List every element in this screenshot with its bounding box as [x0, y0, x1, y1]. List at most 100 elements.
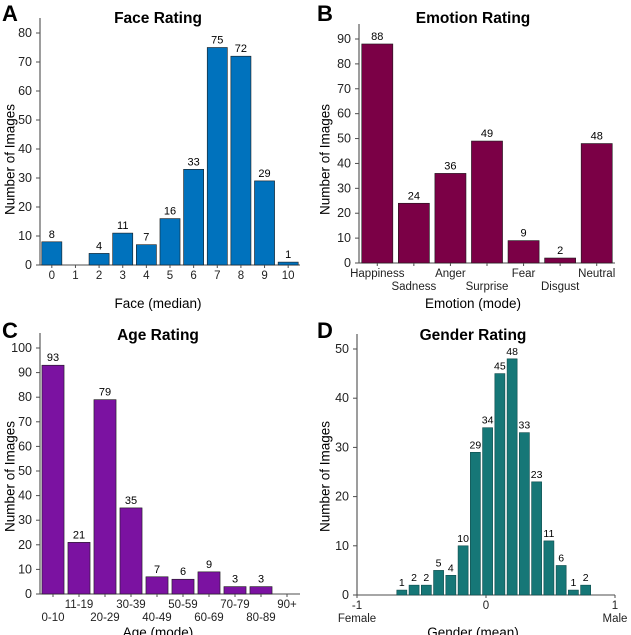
- svg-text:70: 70: [18, 415, 32, 429]
- svg-text:Female: Female: [338, 613, 376, 625]
- svg-text:2: 2: [423, 572, 429, 584]
- svg-text:Disgust: Disgust: [541, 281, 580, 293]
- svg-text:8: 8: [49, 229, 55, 241]
- svg-text:9: 9: [206, 559, 212, 571]
- svg-text:93: 93: [47, 352, 59, 364]
- svg-text:88: 88: [371, 31, 383, 43]
- svg-text:40: 40: [335, 391, 349, 405]
- svg-text:Fear: Fear: [512, 268, 536, 280]
- svg-text:0: 0: [25, 258, 32, 272]
- svg-text:45: 45: [494, 361, 506, 373]
- svg-text:60: 60: [18, 84, 32, 98]
- svg-text:1: 1: [570, 577, 576, 589]
- svg-text:29: 29: [258, 168, 270, 180]
- svg-text:20: 20: [18, 538, 32, 552]
- svg-text:10: 10: [335, 539, 349, 553]
- svg-text:70: 70: [18, 55, 32, 69]
- svg-text:4: 4: [143, 270, 150, 282]
- svg-text:2: 2: [557, 245, 563, 257]
- svg-text:33: 33: [188, 156, 200, 168]
- svg-text:70-79: 70-79: [220, 599, 249, 611]
- svg-text:Neutral: Neutral: [578, 268, 615, 280]
- svg-text:10: 10: [457, 533, 469, 545]
- svg-text:20-29: 20-29: [90, 612, 119, 624]
- svg-text:60: 60: [337, 107, 351, 121]
- svg-text:6: 6: [180, 566, 186, 578]
- svg-text:2: 2: [411, 572, 417, 584]
- svg-text:10: 10: [282, 270, 295, 282]
- svg-text:0: 0: [483, 600, 489, 612]
- svg-text:30: 30: [18, 513, 32, 527]
- svg-text:70: 70: [337, 82, 351, 96]
- svg-text:11: 11: [117, 220, 128, 232]
- svg-text:50: 50: [18, 464, 32, 478]
- svg-text:10: 10: [18, 229, 32, 243]
- svg-text:48: 48: [591, 131, 603, 143]
- svg-text:23: 23: [531, 469, 543, 481]
- svg-text:1: 1: [72, 270, 78, 282]
- svg-text:80-89: 80-89: [246, 612, 275, 624]
- svg-text:Anger: Anger: [435, 268, 466, 280]
- svg-text:10: 10: [18, 562, 32, 576]
- svg-text:90: 90: [18, 366, 32, 380]
- svg-text:48: 48: [506, 346, 518, 358]
- svg-text:11: 11: [543, 528, 554, 540]
- svg-text:72: 72: [235, 43, 247, 55]
- svg-text:4: 4: [448, 562, 454, 574]
- svg-text:7: 7: [214, 270, 220, 282]
- svg-text:-1: -1: [352, 600, 362, 612]
- svg-text:1: 1: [399, 577, 405, 589]
- svg-text:7: 7: [143, 232, 149, 244]
- svg-text:5: 5: [436, 557, 442, 569]
- svg-text:0-10: 0-10: [41, 612, 64, 624]
- svg-text:2: 2: [583, 572, 589, 584]
- svg-text:4: 4: [96, 240, 102, 252]
- svg-text:10: 10: [337, 231, 351, 245]
- svg-text:6: 6: [190, 270, 196, 282]
- svg-text:49: 49: [481, 128, 493, 140]
- svg-text:1: 1: [612, 600, 618, 612]
- svg-text:80: 80: [18, 26, 32, 40]
- svg-text:30: 30: [337, 181, 351, 195]
- svg-text:9: 9: [521, 228, 527, 240]
- svg-text:3: 3: [120, 270, 126, 282]
- svg-text:7: 7: [154, 564, 160, 576]
- svg-text:80: 80: [337, 57, 351, 71]
- svg-text:0: 0: [342, 588, 349, 602]
- svg-text:40: 40: [18, 142, 32, 156]
- svg-text:50: 50: [337, 132, 351, 146]
- svg-text:1: 1: [285, 249, 291, 261]
- svg-text:21: 21: [73, 529, 85, 541]
- svg-text:8: 8: [238, 270, 244, 282]
- svg-text:50: 50: [18, 113, 32, 127]
- svg-text:40-49: 40-49: [142, 612, 171, 624]
- svg-text:16: 16: [164, 206, 176, 218]
- svg-text:36: 36: [444, 160, 456, 172]
- svg-text:80: 80: [18, 390, 32, 404]
- svg-text:90+: 90+: [277, 599, 297, 611]
- svg-text:33: 33: [519, 420, 531, 432]
- svg-text:Male: Male: [603, 613, 628, 625]
- svg-text:60: 60: [18, 439, 32, 453]
- svg-text:79: 79: [99, 387, 111, 399]
- svg-text:30-39: 30-39: [116, 599, 145, 611]
- svg-text:Sadness: Sadness: [391, 281, 436, 293]
- svg-text:75: 75: [211, 35, 223, 47]
- svg-text:5: 5: [167, 270, 173, 282]
- svg-text:20: 20: [335, 490, 349, 504]
- svg-text:6: 6: [558, 552, 564, 564]
- svg-text:20: 20: [18, 200, 32, 214]
- svg-text:3: 3: [232, 574, 238, 586]
- svg-text:90: 90: [337, 32, 351, 46]
- svg-text:Surprise: Surprise: [466, 281, 509, 293]
- svg-text:40: 40: [18, 489, 32, 503]
- svg-text:3: 3: [258, 574, 264, 586]
- svg-text:0: 0: [25, 587, 32, 601]
- svg-text:Happiness: Happiness: [350, 268, 405, 280]
- svg-text:30: 30: [18, 171, 32, 185]
- svg-text:40: 40: [337, 156, 351, 170]
- svg-text:9: 9: [261, 270, 267, 282]
- svg-text:30: 30: [335, 440, 349, 454]
- svg-text:60-69: 60-69: [194, 612, 223, 624]
- svg-text:2: 2: [96, 270, 102, 282]
